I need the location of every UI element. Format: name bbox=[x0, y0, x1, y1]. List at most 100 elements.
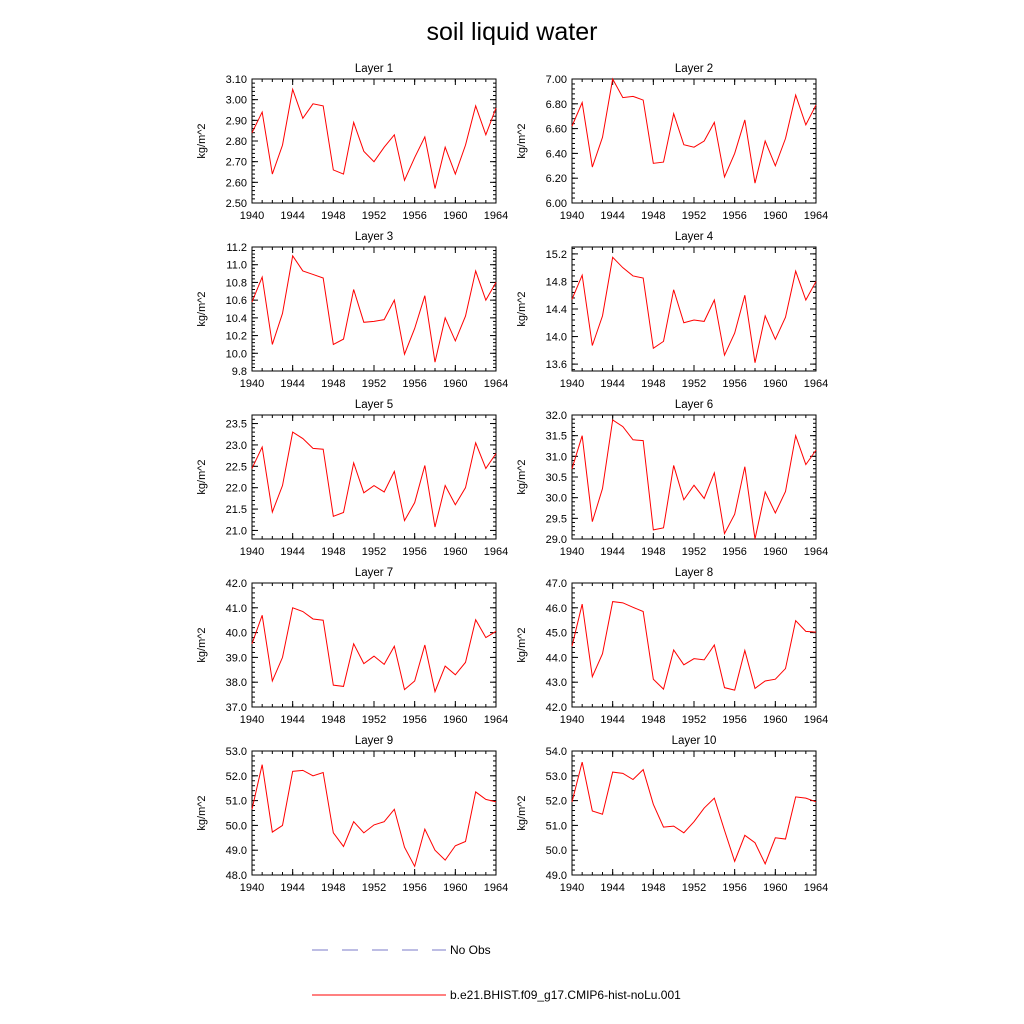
series-line bbox=[251, 87, 497, 189]
legend-label-no-obs: No Obs bbox=[450, 943, 491, 957]
x-tick-label: 1956 bbox=[722, 882, 746, 894]
x-tick-label: 1952 bbox=[362, 546, 386, 558]
y-tick-label: 23.0 bbox=[226, 440, 247, 452]
y-tick-label: 2.60 bbox=[226, 177, 247, 189]
series-line bbox=[571, 601, 817, 691]
series-line bbox=[251, 607, 497, 694]
x-tick-label: 1964 bbox=[804, 378, 828, 390]
x-tick-label: 1940 bbox=[240, 714, 264, 726]
x-tick-label: 1956 bbox=[402, 546, 426, 558]
y-tick-label: 30.5 bbox=[546, 472, 567, 484]
x-tick-label: 1944 bbox=[280, 714, 304, 726]
y-tick-label: 14.4 bbox=[546, 304, 567, 316]
panel-title: Layer 6 bbox=[675, 399, 713, 411]
x-tick-label: 1964 bbox=[484, 714, 508, 726]
y-tick-label: 52.0 bbox=[226, 771, 247, 783]
series-line bbox=[571, 762, 817, 866]
y-tick-label: 3.00 bbox=[226, 95, 247, 107]
y-tick-label: 44.0 bbox=[546, 652, 567, 664]
panel-layer-4: Layer 4 1940 1944 1948 1952 1956 1960 1964 13.6 1… bbox=[516, 231, 828, 390]
axis-frame bbox=[571, 750, 817, 876]
y-tick-label: 43.0 bbox=[546, 677, 567, 689]
axis-frame bbox=[251, 582, 497, 708]
x-tick-label: 1952 bbox=[682, 210, 706, 222]
y-axis-label: kg/m^2 bbox=[516, 795, 528, 830]
x-tick-label: 1960 bbox=[763, 714, 787, 726]
y-axis-label: kg/m^2 bbox=[196, 459, 208, 494]
x-tick-label: 1944 bbox=[600, 546, 624, 558]
x-tick-label: 1952 bbox=[682, 714, 706, 726]
panel-title: Layer 2 bbox=[675, 63, 713, 75]
y-tick-label: 51.0 bbox=[546, 820, 567, 832]
y-tick-label: 2.70 bbox=[226, 157, 247, 169]
y-axis-label: kg/m^2 bbox=[196, 795, 208, 830]
x-tick-label: 1940 bbox=[560, 714, 584, 726]
x-tick-label: 1960 bbox=[763, 210, 787, 222]
x-tick-label: 1952 bbox=[362, 210, 386, 222]
x-tick-label: 1948 bbox=[641, 882, 665, 894]
y-tick-label: 40.0 bbox=[226, 628, 247, 640]
panel-layer-9: Layer 9 1940 1944 1948 1952 1956 1960 1964 48.0 4… bbox=[196, 735, 508, 894]
panel-layer-2: Layer 2 1940 1944 1948 1952 1956 1960 1964 6.00 6… bbox=[516, 63, 828, 222]
y-tick-label: 13.6 bbox=[546, 359, 567, 371]
y-tick-label: 11.0 bbox=[226, 260, 247, 272]
x-tick-label: 1964 bbox=[804, 882, 828, 894]
x-tick-label: 1948 bbox=[641, 378, 665, 390]
y-tick-label: 38.0 bbox=[226, 677, 247, 689]
y-tick-label: 52.0 bbox=[546, 796, 567, 808]
x-tick-label: 1960 bbox=[443, 882, 467, 894]
y-tick-label: 6.80 bbox=[546, 99, 567, 111]
x-tick-label: 1960 bbox=[443, 714, 467, 726]
x-tick-label: 1964 bbox=[484, 546, 508, 558]
x-tick-label: 1960 bbox=[443, 210, 467, 222]
y-tick-label: 32.0 bbox=[546, 410, 567, 422]
panel-layer-1: Layer 1 1940 1944 1948 1952 1956 1960 1964 2.50 2… bbox=[196, 63, 508, 222]
x-tick-label: 1944 bbox=[280, 882, 304, 894]
y-tick-label: 41.0 bbox=[226, 603, 247, 615]
x-tick-label: 1948 bbox=[321, 210, 345, 222]
x-tick-label: 1944 bbox=[600, 714, 624, 726]
x-tick-label: 1952 bbox=[362, 882, 386, 894]
y-tick-label: 14.0 bbox=[546, 332, 567, 344]
y-tick-label: 22.0 bbox=[226, 483, 247, 495]
axis-frame bbox=[251, 78, 497, 204]
x-tick-label: 1952 bbox=[682, 378, 706, 390]
x-tick-label: 1940 bbox=[240, 882, 264, 894]
y-axis-label: kg/m^2 bbox=[516, 627, 528, 662]
x-tick-label: 1940 bbox=[560, 882, 584, 894]
y-tick-label: 10.4 bbox=[226, 313, 247, 325]
x-tick-label: 1940 bbox=[560, 210, 584, 222]
y-tick-label: 10.2 bbox=[226, 331, 247, 343]
y-tick-label: 23.5 bbox=[226, 419, 247, 431]
panel-title: Layer 1 bbox=[355, 63, 393, 75]
y-tick-label: 29.0 bbox=[546, 534, 567, 546]
y-axis-label: kg/m^2 bbox=[516, 291, 528, 326]
x-tick-label: 1948 bbox=[641, 546, 665, 558]
y-tick-label: 49.0 bbox=[226, 845, 247, 857]
y-tick-label: 21.5 bbox=[226, 504, 247, 516]
y-tick-label: 22.5 bbox=[226, 461, 247, 473]
y-tick-label: 10.6 bbox=[226, 295, 247, 307]
legend-label-model: b.e21.BHIST.f09_g17.CMIP6-hist-noLu.001 bbox=[450, 988, 681, 1002]
y-axis-label: kg/m^2 bbox=[516, 123, 528, 158]
x-tick-label: 1960 bbox=[763, 378, 787, 390]
x-tick-label: 1964 bbox=[484, 210, 508, 222]
y-tick-label: 3.10 bbox=[226, 74, 247, 86]
y-tick-label: 42.0 bbox=[546, 702, 567, 714]
series-line bbox=[571, 256, 817, 363]
series-line bbox=[571, 419, 817, 540]
y-tick-label: 46.0 bbox=[546, 603, 567, 615]
x-tick-label: 1964 bbox=[484, 882, 508, 894]
x-tick-label: 1956 bbox=[402, 882, 426, 894]
y-tick-label: 54.0 bbox=[546, 746, 567, 758]
y-tick-label: 45.0 bbox=[546, 628, 567, 640]
y-tick-label: 10.8 bbox=[226, 277, 247, 289]
y-tick-label: 39.0 bbox=[226, 652, 247, 664]
y-tick-label: 21.0 bbox=[226, 525, 247, 537]
x-tick-label: 1944 bbox=[280, 546, 304, 558]
x-tick-label: 1948 bbox=[641, 714, 665, 726]
y-tick-label: 6.60 bbox=[546, 124, 567, 136]
x-tick-label: 1960 bbox=[763, 882, 787, 894]
y-tick-label: 53.0 bbox=[546, 771, 567, 783]
